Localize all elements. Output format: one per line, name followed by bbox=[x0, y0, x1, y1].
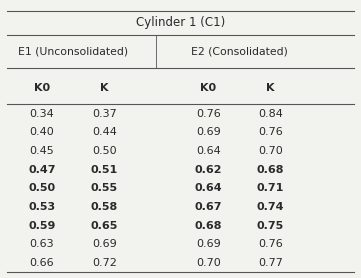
Text: 0.76: 0.76 bbox=[196, 109, 221, 119]
Text: 0.64: 0.64 bbox=[196, 146, 221, 156]
Text: 0.68: 0.68 bbox=[195, 221, 222, 231]
Text: Cylinder 1 (C1): Cylinder 1 (C1) bbox=[136, 16, 225, 29]
Text: 0.44: 0.44 bbox=[92, 127, 117, 137]
Text: K: K bbox=[100, 83, 109, 93]
Text: 0.63: 0.63 bbox=[30, 239, 54, 249]
Text: 0.67: 0.67 bbox=[195, 202, 222, 212]
Text: K: K bbox=[266, 83, 275, 93]
Text: 0.68: 0.68 bbox=[257, 165, 284, 175]
Text: 0.65: 0.65 bbox=[91, 221, 118, 231]
Text: 0.77: 0.77 bbox=[258, 258, 283, 268]
Text: 0.69: 0.69 bbox=[196, 239, 221, 249]
Text: 0.76: 0.76 bbox=[258, 127, 283, 137]
Text: 0.50: 0.50 bbox=[28, 183, 56, 193]
Text: 0.45: 0.45 bbox=[30, 146, 54, 156]
Text: 0.74: 0.74 bbox=[257, 202, 284, 212]
Text: 0.59: 0.59 bbox=[28, 221, 56, 231]
Text: 0.76: 0.76 bbox=[258, 239, 283, 249]
Text: 0.69: 0.69 bbox=[196, 127, 221, 137]
Text: 0.51: 0.51 bbox=[91, 165, 118, 175]
Text: 0.34: 0.34 bbox=[30, 109, 54, 119]
Text: 0.75: 0.75 bbox=[257, 221, 284, 231]
Text: 0.71: 0.71 bbox=[257, 183, 284, 193]
Text: 0.62: 0.62 bbox=[195, 165, 222, 175]
Text: 0.64: 0.64 bbox=[195, 183, 222, 193]
Text: 0.69: 0.69 bbox=[92, 239, 117, 249]
Text: 0.55: 0.55 bbox=[91, 183, 118, 193]
Text: 0.84: 0.84 bbox=[258, 109, 283, 119]
Text: E1 (Unconsolidated): E1 (Unconsolidated) bbox=[18, 46, 128, 56]
Text: K0: K0 bbox=[34, 83, 50, 93]
Text: 0.50: 0.50 bbox=[92, 146, 117, 156]
Text: 0.66: 0.66 bbox=[30, 258, 54, 268]
Text: 0.37: 0.37 bbox=[92, 109, 117, 119]
Text: 0.40: 0.40 bbox=[30, 127, 54, 137]
Text: 0.72: 0.72 bbox=[92, 258, 117, 268]
Text: E2 (Consolidated): E2 (Consolidated) bbox=[191, 46, 288, 56]
Text: 0.70: 0.70 bbox=[196, 258, 221, 268]
Text: 0.47: 0.47 bbox=[28, 165, 56, 175]
Text: 0.70: 0.70 bbox=[258, 146, 283, 156]
Text: K0: K0 bbox=[200, 83, 216, 93]
Text: 0.53: 0.53 bbox=[28, 202, 56, 212]
Text: 0.58: 0.58 bbox=[91, 202, 118, 212]
